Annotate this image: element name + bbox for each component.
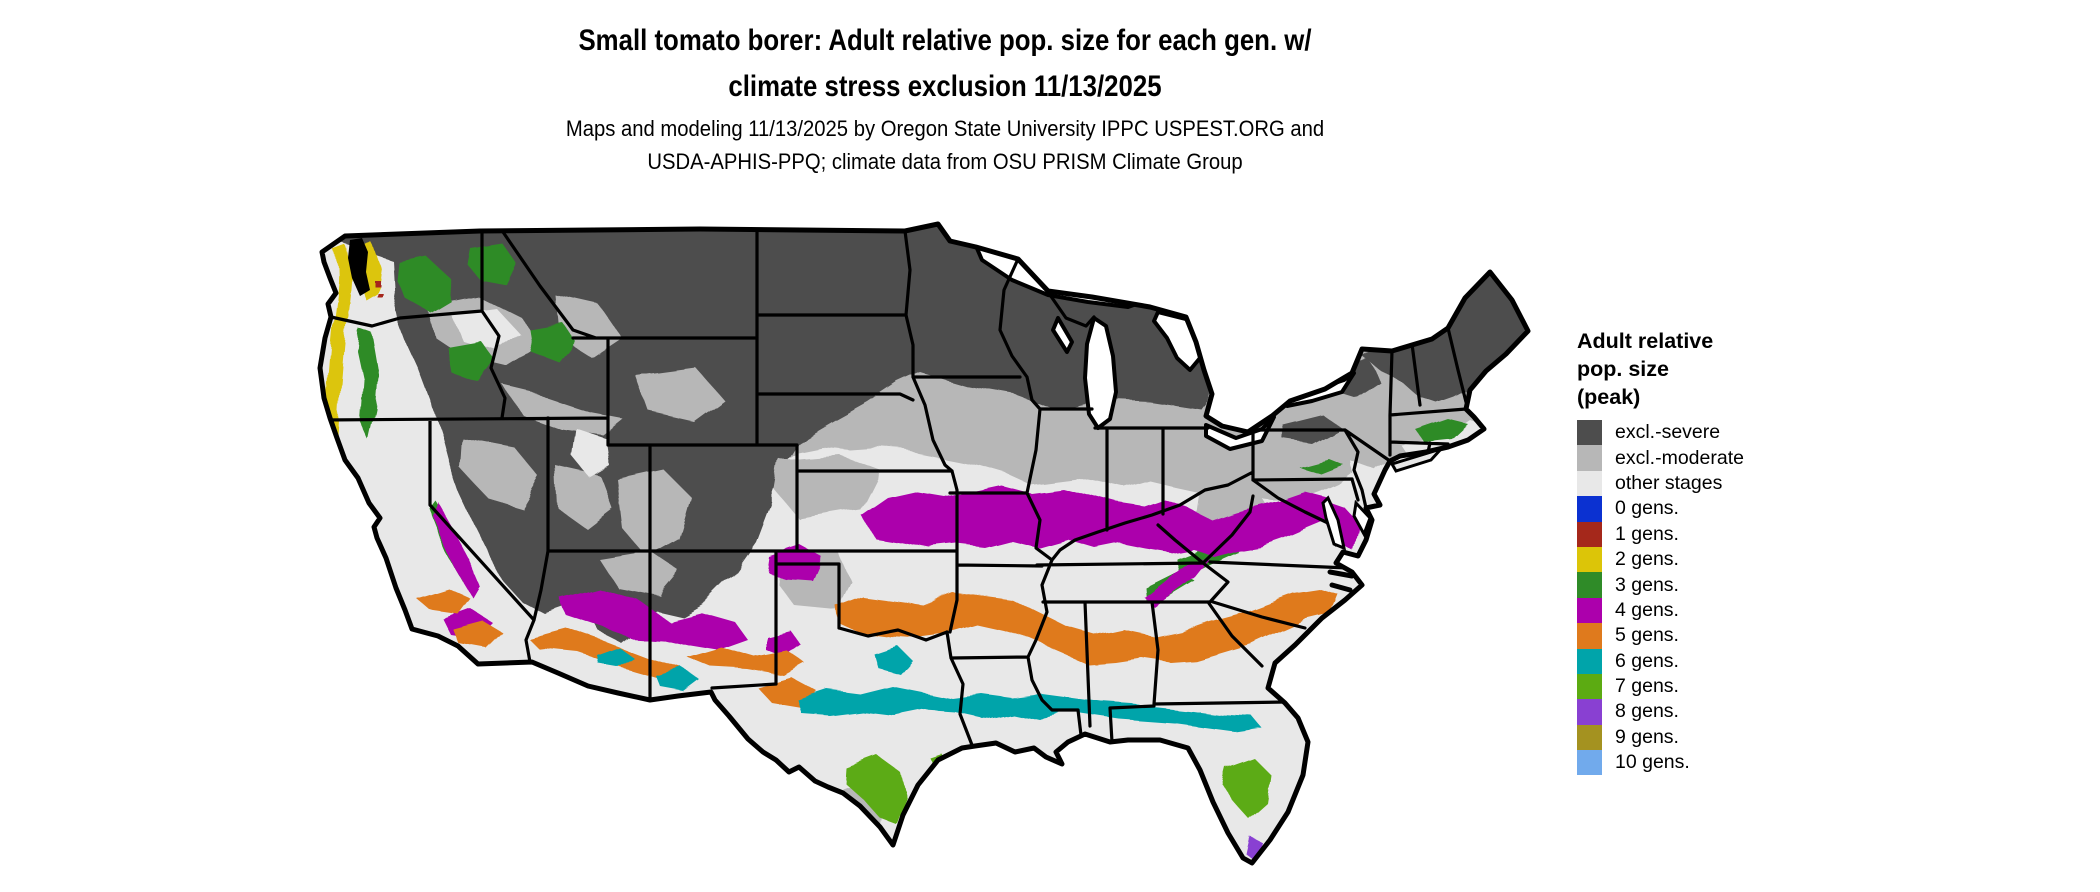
legend-swatch-gens9 bbox=[1577, 724, 1602, 751]
legend-label: 3 gens. bbox=[1615, 573, 1679, 596]
legend-title: Adult relative pop. size (peak) bbox=[1577, 327, 1827, 411]
long-island bbox=[1389, 445, 1446, 473]
legend-item-gens5: 5 gens. bbox=[1577, 623, 1827, 649]
lake-michigan bbox=[1083, 316, 1118, 430]
band-6-gens bbox=[598, 644, 1262, 732]
legend-item-gens1: 1 gens. bbox=[1577, 521, 1827, 547]
legend-label: 6 gens. bbox=[1615, 649, 1679, 672]
legend-swatch-severe bbox=[1577, 420, 1602, 446]
subtitle-line-1: Maps and modeling 11/13/2025 by Oregon S… bbox=[565, 116, 1325, 141]
page-subtitle: Maps and modeling 11/13/2025 by Oregon S… bbox=[95, 112, 1796, 178]
legend-item-other: other stages bbox=[1577, 470, 1827, 497]
legend-items: excl.-severe excl.-moderate other stages 0 … bbox=[1577, 420, 1827, 776]
legend-item-gens3: 3 gens. bbox=[1577, 572, 1827, 598]
legend-swatch-gens8 bbox=[1577, 699, 1602, 725]
legend-item-moderate: excl.-moderate bbox=[1577, 445, 1827, 471]
legend-swatch-gens6 bbox=[1577, 648, 1602, 674]
legend-swatch-gens2 bbox=[1577, 546, 1602, 573]
legend-title-line: Adult relative bbox=[1577, 329, 1714, 353]
green-bay bbox=[1051, 316, 1074, 354]
legend-label: 8 gens. bbox=[1615, 700, 1679, 723]
legend-label: 4 gens. bbox=[1615, 598, 1679, 621]
legend-swatch-gens0 bbox=[1577, 496, 1602, 522]
legend-title-line: (peak) bbox=[1577, 385, 1641, 409]
legend-item-gens4: 4 gens. bbox=[1577, 597, 1827, 624]
legend-label: 1 gens. bbox=[1615, 522, 1679, 545]
legend-swatch-other bbox=[1577, 470, 1602, 497]
delaware-bay bbox=[1352, 499, 1372, 538]
chesapeake-bay bbox=[1321, 495, 1347, 551]
legend-item-gens10: 10 gens. bbox=[1577, 750, 1827, 776]
legend-swatch-gens3 bbox=[1577, 572, 1602, 598]
title-line-1: Small tomato borer: Adult relative pop. … bbox=[578, 24, 1312, 57]
legend-label: 5 gens. bbox=[1615, 624, 1679, 647]
legend-swatch-gens4 bbox=[1577, 597, 1602, 624]
state-borders bbox=[320, 229, 1468, 747]
legend-item-gens7: 7 gens. bbox=[1577, 673, 1827, 700]
legend-label: excl.-severe bbox=[1615, 421, 1721, 444]
legend-item-gens2: 2 gens. bbox=[1577, 546, 1827, 573]
title-line-2: climate stress exclusion 11/13/2025 bbox=[728, 70, 1162, 103]
legend-swatch-gens1 bbox=[1577, 521, 1602, 547]
band-7-gens bbox=[845, 752, 1272, 824]
page-title: Small tomato borer: Adult relative pop. … bbox=[132, 18, 1757, 110]
legend-label: excl.-moderate bbox=[1615, 446, 1744, 469]
legend-swatch-gens7 bbox=[1577, 673, 1602, 700]
legend-swatch-gens10 bbox=[1577, 750, 1602, 776]
legend-swatch-gens5 bbox=[1577, 623, 1602, 649]
band-5-gens bbox=[416, 588, 1338, 708]
legend-swatch-moderate bbox=[1577, 445, 1602, 471]
legend-label: 10 gens. bbox=[1615, 751, 1690, 774]
legend-item-gens9: 9 gens. bbox=[1577, 724, 1827, 751]
band-1-gens bbox=[372, 278, 382, 297]
legend-label: 7 gens. bbox=[1615, 675, 1679, 698]
legend-item-severe: excl.-severe bbox=[1577, 420, 1827, 446]
legend-label: 9 gens. bbox=[1615, 725, 1679, 748]
legend-item-gens0: 0 gens. bbox=[1577, 496, 1827, 522]
legend-item-gens8: 8 gens. bbox=[1577, 699, 1827, 725]
legend-label: 2 gens. bbox=[1615, 548, 1679, 571]
legend-label: other stages bbox=[1615, 471, 1723, 494]
carolina-sounds bbox=[1327, 569, 1355, 593]
legend-item-gens6: 6 gens. bbox=[1577, 648, 1827, 674]
subtitle-line-2: USDA-APHIS-PPQ; climate data from OSU PR… bbox=[647, 149, 1243, 174]
map-legend: Adult relative pop. size (peak) excl.-se… bbox=[1577, 327, 1827, 776]
national-outline bbox=[317, 221, 1531, 866]
legend-label: 0 gens. bbox=[1615, 497, 1679, 520]
puget-sound bbox=[348, 238, 370, 296]
legend-title-line: pop. size bbox=[1577, 357, 1669, 381]
